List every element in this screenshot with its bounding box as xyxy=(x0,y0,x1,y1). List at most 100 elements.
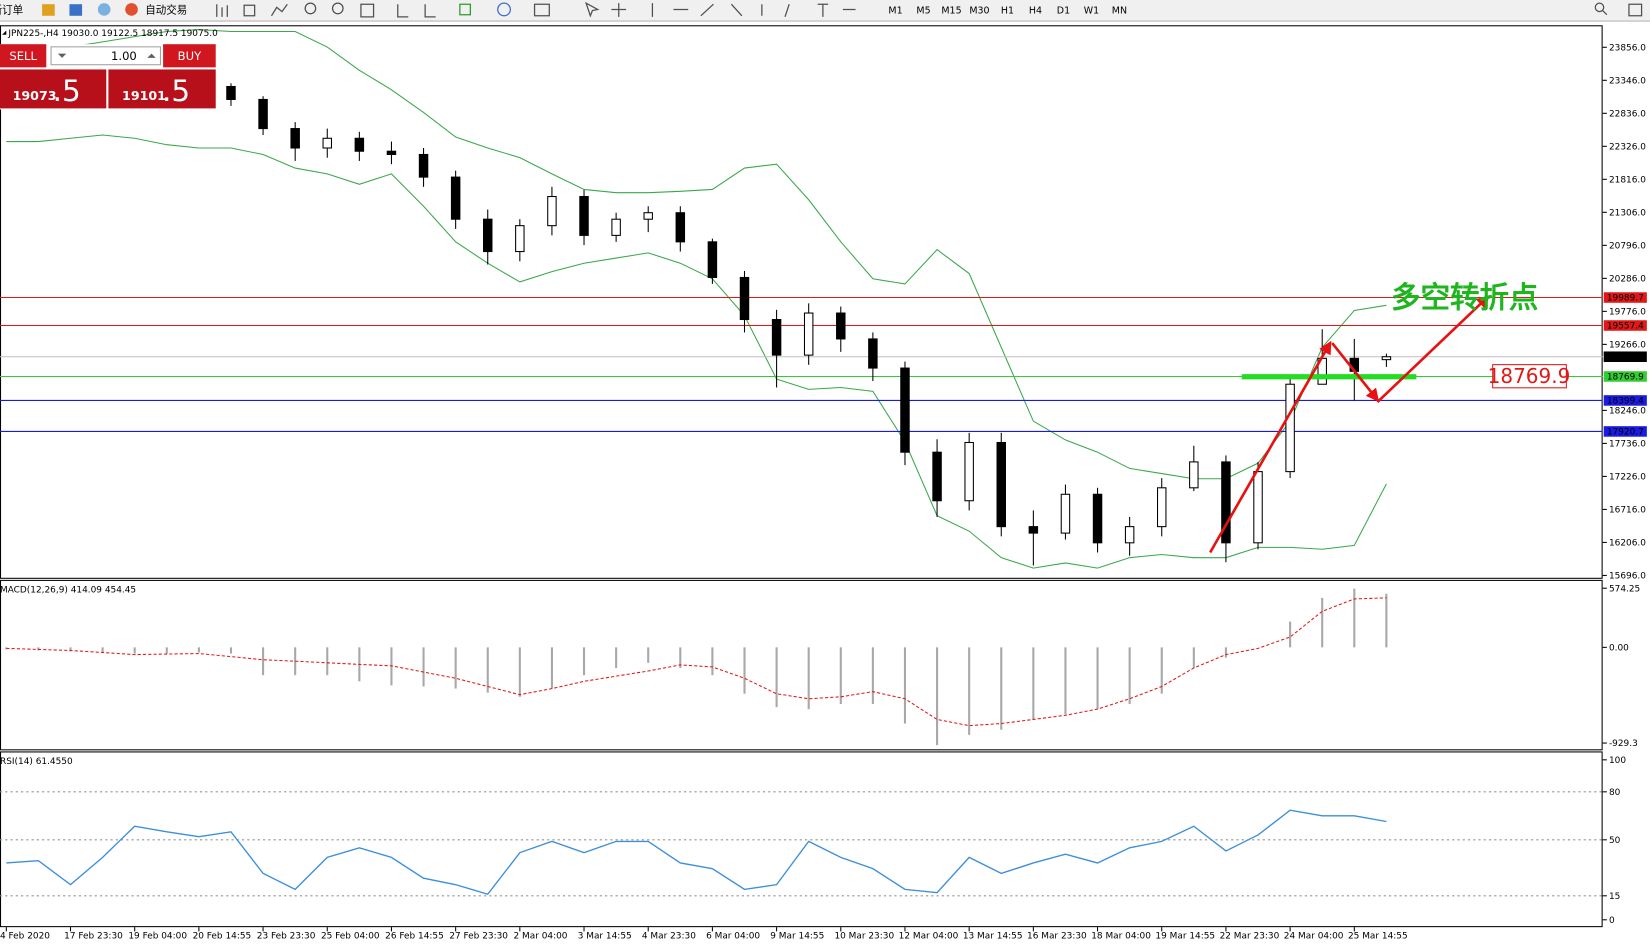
annotation-box xyxy=(1492,364,1567,389)
candle-body xyxy=(1060,493,1071,534)
buy-button[interactable] xyxy=(163,44,216,68)
candle-body xyxy=(1124,526,1135,544)
x-tick-label: 18 Mar 04:00 xyxy=(1091,932,1151,942)
price-level-tag xyxy=(1603,426,1647,437)
one-click-trading-panel: SELL 1.00 BUY 19073 .5 19101 .5 xyxy=(0,44,216,110)
candle-body xyxy=(547,196,557,227)
candle-body xyxy=(932,451,942,502)
candle-body xyxy=(643,212,653,220)
rsi-line xyxy=(6,809,1387,896)
x-tick-label: 17 Feb 23:30 xyxy=(64,932,123,942)
icon[interactable] xyxy=(125,3,138,16)
x-tick-label: 10 Mar 23:30 xyxy=(834,932,894,942)
x-tick-label: 4 Mar 23:30 xyxy=(642,932,696,942)
arrow xyxy=(1376,294,1490,403)
y-tick-label: 19266.0 xyxy=(1609,341,1646,351)
price-level-tag xyxy=(1603,395,1647,406)
band-line xyxy=(6,29,1387,480)
toolbar xyxy=(0,0,1650,22)
x-tick-label: 4 Feb 2020 xyxy=(0,932,50,942)
icon[interactable] xyxy=(459,3,472,16)
sell-button[interactable] xyxy=(0,44,47,68)
bid-box[interactable] xyxy=(0,69,107,109)
icon[interactable] xyxy=(216,4,228,17)
y-tick-label: 0.00 xyxy=(1609,644,1629,654)
y-tick-label: 16716.0 xyxy=(1609,506,1646,516)
price-level-label: 19557.4 xyxy=(1607,322,1644,332)
timeframe-button[interactable]: D1 xyxy=(1057,6,1070,17)
annotation: 18769.9 xyxy=(1488,364,1571,388)
timeframe-button[interactable]: H1 xyxy=(1001,6,1014,17)
timeframe-button[interactable]: M30 xyxy=(969,6,989,17)
icon[interactable] xyxy=(270,3,288,17)
icon[interactable] xyxy=(243,4,256,17)
timeframe-button[interactable]: W1 xyxy=(1084,6,1099,17)
timeframe-button[interactable]: M1 xyxy=(888,6,902,17)
price-level-label: 18769.9 xyxy=(1607,373,1644,383)
band-line xyxy=(6,134,1387,569)
timeframe-button[interactable]: H4 xyxy=(1029,6,1042,17)
ask-price[interactable]: 19101 xyxy=(122,88,166,103)
candle-body xyxy=(771,318,782,356)
sell-label[interactable]: SELL xyxy=(9,49,37,63)
y-tick-label: 50 xyxy=(1609,836,1621,846)
new-order-button[interactable]: 新订单 xyxy=(0,4,23,17)
y-tick-label: 20796.0 xyxy=(1609,241,1646,251)
icon[interactable] xyxy=(331,2,344,15)
arrow xyxy=(1331,342,1380,402)
y-tick-label: 80 xyxy=(1609,788,1621,798)
x-tick-label: 13 Mar 14:55 xyxy=(963,932,1023,942)
icon[interactable] xyxy=(360,3,375,18)
candle-body xyxy=(996,441,1006,528)
bid-price-fraction[interactable]: .5 xyxy=(53,74,81,108)
ask-price-fraction[interactable]: .5 xyxy=(162,74,190,108)
x-tick-label: 9 Mar 14:55 xyxy=(770,932,824,942)
auto-trading-button[interactable]: 自动交易 xyxy=(145,4,187,17)
y-tick-label: 574.25 xyxy=(1609,584,1640,594)
x-tick-label: 6 Mar 04:00 xyxy=(706,932,760,942)
rsi-title: RSI(14) 61.4550 xyxy=(0,757,73,767)
x-tick-label: 2 Mar 04:00 xyxy=(514,932,568,942)
x-tick-label: 23 Feb 23:30 xyxy=(257,932,316,942)
search-icon[interactable] xyxy=(1594,2,1605,13)
icon[interactable] xyxy=(97,3,111,16)
x-tick-label: 25 Mar 14:55 xyxy=(1348,932,1408,942)
candle-body xyxy=(1156,487,1167,528)
icon[interactable] xyxy=(611,3,856,18)
candle-body xyxy=(964,441,974,502)
buy-label[interactable]: BUY xyxy=(178,49,202,63)
x-tick-label: 20 Feb 14:55 xyxy=(193,932,252,942)
icon[interactable] xyxy=(304,2,317,15)
icon[interactable] xyxy=(1602,3,1643,17)
icon[interactable] xyxy=(397,4,436,18)
price-level-tag xyxy=(1603,351,1647,362)
x-tick-label: 19 Feb 04:00 xyxy=(128,932,187,942)
timeframe-button[interactable]: M15 xyxy=(941,6,961,17)
timeframe-button[interactable]: M5 xyxy=(916,6,930,17)
y-tick-label: 15 xyxy=(1609,892,1620,902)
chart-title: JPN225-,H4 19030.0 19122.5 18917.5 19075… xyxy=(7,29,218,39)
timeframe-button[interactable]: MN xyxy=(1112,6,1127,17)
icon[interactable] xyxy=(42,4,55,16)
icon[interactable] xyxy=(533,3,550,17)
candle-body xyxy=(836,312,846,340)
x-tick-label: 24 Mar 04:00 xyxy=(1284,932,1344,942)
candle-body xyxy=(290,128,300,149)
y-tick-label: 19776.0 xyxy=(1609,308,1646,318)
icon[interactable] xyxy=(497,2,511,17)
price-level-tag xyxy=(1603,292,1647,303)
candle-body xyxy=(707,241,718,278)
ask-box[interactable] xyxy=(108,69,216,109)
volume-field[interactable] xyxy=(50,46,162,66)
macd-title: MACD(12,26,9) 414.09 454.45 xyxy=(0,585,136,595)
icon[interactable] xyxy=(585,1,600,18)
volume[interactable]: 1.00 xyxy=(111,49,137,63)
x-tick-label: 25 Feb 04:00 xyxy=(321,932,380,942)
icon[interactable] xyxy=(69,4,83,16)
candle-body xyxy=(258,98,268,130)
price-level-label: 17920.7 xyxy=(1607,428,1644,438)
candle-body xyxy=(579,196,589,236)
bid-price[interactable]: 19073 xyxy=(13,88,57,103)
